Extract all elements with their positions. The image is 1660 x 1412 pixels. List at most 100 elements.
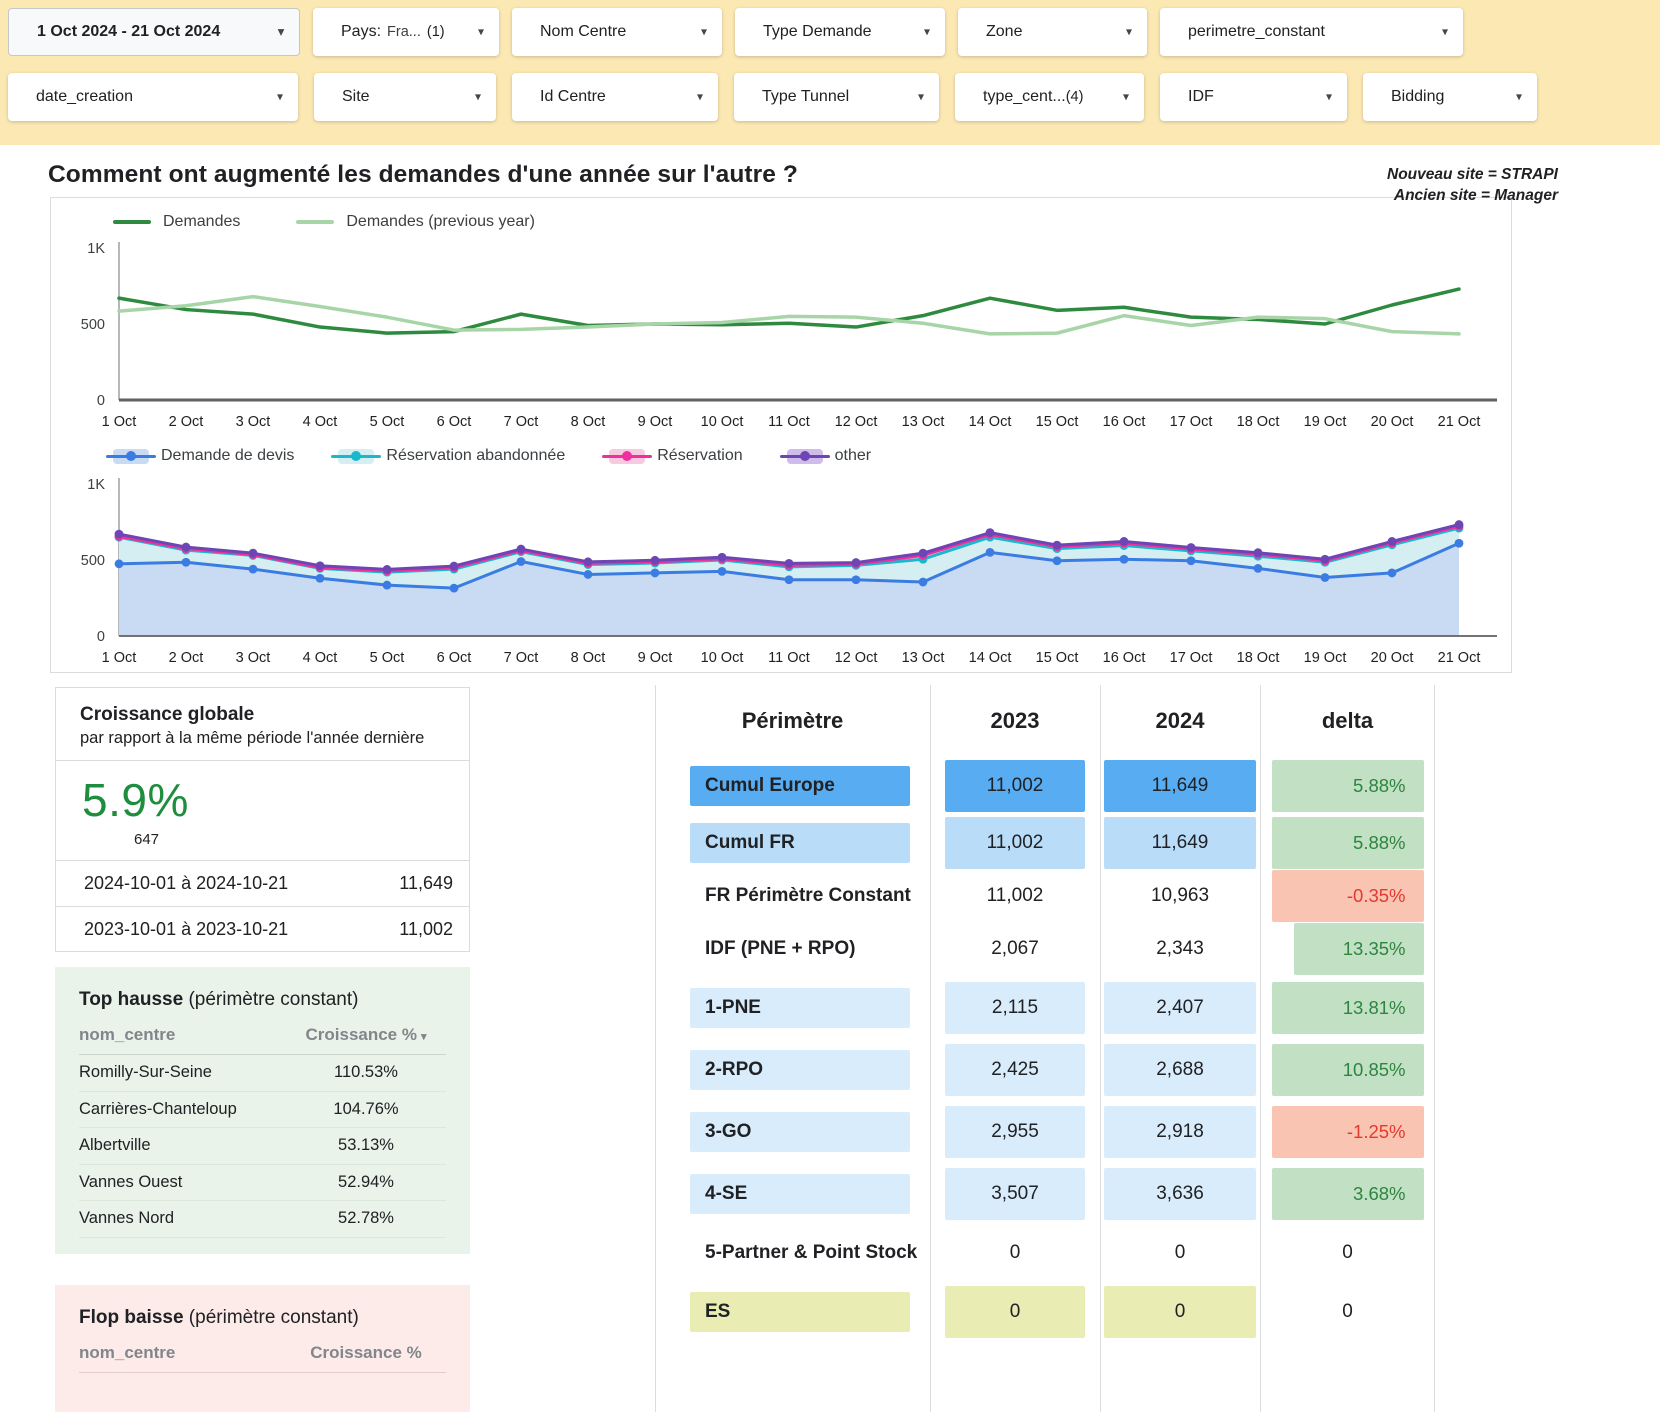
site-note-line2: Ancien site = Manager: [1393, 187, 1558, 204]
cell-2024: 3,636: [1100, 1163, 1260, 1225]
table-row: Vannes Nord 52.78%: [79, 1201, 446, 1238]
filter-label: Site: [342, 88, 370, 105]
cell-delta: 5.88%: [1260, 757, 1435, 815]
value-2024: 10,963: [1150, 885, 1210, 906]
row-4-se: 4-SE: [655, 1163, 930, 1225]
table-row: Romilly-Sur-Seine 110.53%: [79, 1055, 446, 1092]
filter-perimetre-constant[interactable]: perimetre_constant ▾: [1160, 8, 1463, 56]
value-2023: 2,115: [945, 982, 1085, 1034]
cell-2023: 2,955: [930, 1101, 1100, 1163]
svg-text:3 Oct: 3 Oct: [236, 650, 271, 666]
header-delta: delta: [1321, 708, 1374, 733]
filter-type-tunnel[interactable]: Type Tunnel ▾: [734, 73, 939, 121]
filter-label: Nom Centre: [540, 23, 627, 40]
value-2023: 11,002: [945, 817, 1085, 869]
growth-period-row-2024: 2024-10-01 à 2024-10-21 11,649: [56, 861, 469, 906]
charts-panel: Demandes Demandes (previous year) 1K 500 0…: [50, 197, 1512, 673]
filter-zone[interactable]: Zone ▾: [958, 8, 1147, 56]
perimetre-grid: Périmètre 2023 2024 delta Cumul Europe 1…: [655, 685, 1435, 1412]
col-croissance[interactable]: Croissance %: [310, 1343, 422, 1362]
filter-idf[interactable]: IDF ▾: [1160, 73, 1347, 121]
row-label: IDF (PNE + RPO): [705, 938, 856, 959]
filter-type-demande[interactable]: Type Demande ▾: [735, 8, 945, 56]
svg-text:13 Oct: 13 Oct: [902, 650, 945, 666]
cell-2023: 2,425: [930, 1039, 1100, 1101]
svg-text:17 Oct: 17 Oct: [1170, 414, 1213, 430]
svg-text:10 Oct: 10 Oct: [701, 414, 744, 430]
value-2023: 11,002: [945, 760, 1085, 812]
value-2023: 11,002: [986, 885, 1044, 906]
value-2023: 0: [945, 1286, 1085, 1338]
date-range-label: 1 Oct 2024 - 21 Oct 2024: [37, 23, 221, 40]
chevron-down-icon: ▾: [474, 89, 481, 104]
filter-site[interactable]: Site ▾: [314, 73, 496, 121]
other-swatch: [779, 448, 830, 464]
filter-nom-centre[interactable]: Nom Centre ▾: [512, 8, 722, 56]
cell-2024: 0: [1100, 1281, 1260, 1343]
value-2024: 11,649: [1104, 817, 1256, 869]
chevron-down-icon: ▾: [276, 89, 283, 104]
centre-growth: 53.13%: [338, 1136, 394, 1155]
period-value: 11,649: [399, 873, 453, 893]
legend-item-demandes: Demandes: [113, 213, 240, 231]
svg-text:1 Oct: 1 Oct: [102, 414, 137, 430]
site-note: Nouveau site = STRAPI Ancien site = Mana…: [1387, 164, 1558, 206]
filter-date-creation[interactable]: date_creation ▾: [8, 73, 298, 121]
svg-text:19 Oct: 19 Oct: [1304, 650, 1347, 666]
divider: [1434, 685, 1435, 1412]
col-croissance[interactable]: Croissance % ▾: [305, 1025, 427, 1044]
area-chart-legend: Demande de devis Réservation abandonnée …: [51, 440, 1511, 472]
growth-card: Croissance globale par rapport à la même…: [55, 687, 470, 952]
cell-delta: -0.35%: [1260, 870, 1435, 922]
demandes-prev-line-swatch: [296, 220, 335, 224]
cell-delta: 13.81%: [1260, 977, 1435, 1039]
delta-badge: 10.85%: [1271, 1044, 1424, 1096]
filter-pays[interactable]: Pays: Fra... (1) ▾: [313, 8, 499, 56]
centre-growth: 110.53%: [334, 1063, 398, 1082]
table-row: Vannes Ouest 52.94%: [79, 1165, 446, 1201]
cell-delta: 5.88%: [1260, 815, 1435, 871]
filter-bidding[interactable]: Bidding ▾: [1363, 73, 1537, 121]
cell-delta: 10.85%: [1260, 1039, 1435, 1101]
bottom-section: Croissance globale par rapport à la même…: [0, 673, 1660, 1412]
svg-text:8 Oct: 8 Oct: [571, 414, 606, 430]
filter-bar: 1 Oct 2024 - 21 Oct 2024 ▾ Pays: Fra... …: [0, 0, 1660, 145]
filter-label: Type Tunnel: [762, 88, 850, 105]
filter-type-centre[interactable]: type_cent... (4) ▾: [955, 73, 1144, 121]
legend-item-devis: Demande de devis: [106, 447, 294, 465]
svg-text:12 Oct: 12 Oct: [835, 414, 878, 430]
centre-name: Vannes Ouest: [79, 1172, 183, 1191]
centre-growth: 52.94%: [338, 1172, 394, 1191]
svg-text:1K: 1K: [87, 241, 105, 257]
flop-baisse-title-bold: Flop baisse: [79, 1307, 184, 1328]
filter-row-2: date_creation ▾ Site ▾ Id Centre ▾ Type …: [8, 73, 1660, 121]
svg-text:16 Oct: 16 Oct: [1103, 414, 1146, 430]
svg-text:18 Oct: 18 Oct: [1237, 414, 1280, 430]
svg-text:12 Oct: 12 Oct: [835, 650, 878, 666]
filter-label: Id Centre: [540, 88, 606, 105]
header-perimetre: Périmètre: [741, 708, 844, 733]
flop-baisse-title-sub: (périmètre constant): [183, 1307, 359, 1328]
svg-text:6 Oct: 6 Oct: [437, 650, 472, 666]
svg-text:9 Oct: 9 Oct: [638, 650, 673, 666]
col-nom-centre[interactable]: nom_centre: [79, 1025, 176, 1044]
col-nom-centre[interactable]: nom_centre: [79, 1343, 176, 1362]
value-2024: 2,407: [1104, 982, 1256, 1034]
value-2024: 0: [1104, 1286, 1256, 1338]
period-label: 2023-10-01 à 2023-10-21: [84, 918, 289, 939]
date-range-filter[interactable]: 1 Oct 2024 - 21 Oct 2024 ▾: [8, 8, 300, 56]
type-demande-area-chart: 1K 500 0 1 Oct 2 Oct 3 Oct 4 Oct 5 Oct 6 Oct 7 Oc…: [81, 477, 1497, 666]
svg-text:10 Oct: 10 Oct: [701, 650, 744, 666]
filter-label: IDF: [1188, 88, 1214, 105]
svg-text:8 Oct: 8 Oct: [571, 650, 606, 666]
value-2024: 2,918: [1104, 1106, 1256, 1158]
centre-growth: 104.76%: [333, 1099, 399, 1118]
cell-2024: 11,649: [1100, 815, 1260, 871]
cell-delta: 3.68%: [1260, 1163, 1435, 1225]
filter-id-centre[interactable]: Id Centre ▾: [512, 73, 718, 121]
svg-text:14 Oct: 14 Oct: [969, 414, 1012, 430]
value-2024: 3,636: [1104, 1168, 1256, 1220]
row-3-go: 3-GO: [655, 1101, 930, 1163]
centre-name: Carrières-Chanteloup: [79, 1099, 237, 1118]
delta-badge: -0.35%: [1271, 870, 1424, 922]
